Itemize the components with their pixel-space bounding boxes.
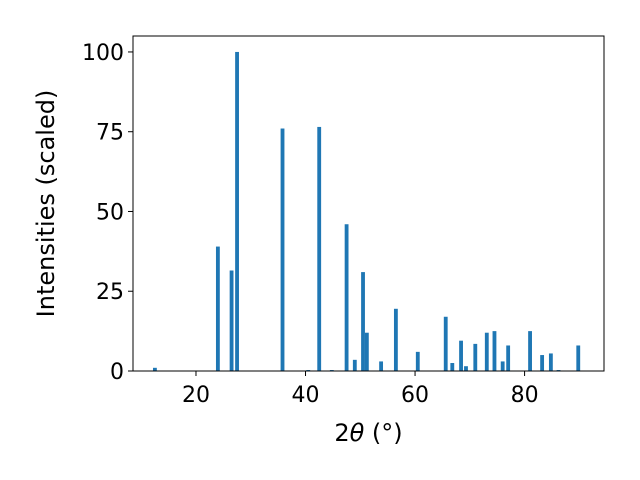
- bar-6: [317, 126, 322, 372]
- bar-2: [229, 270, 234, 371]
- x-tick-label-2: 60: [401, 383, 429, 408]
- bar-11: [364, 332, 369, 371]
- bar-13: [393, 308, 398, 371]
- x-axis-label-suffix: (°): [364, 419, 402, 447]
- bar-25: [540, 355, 545, 371]
- bar-8: [344, 224, 349, 371]
- bar-15: [443, 316, 448, 371]
- x-axis-label-theta: θ: [350, 419, 365, 447]
- bar-0: [152, 367, 157, 371]
- bar-28: [576, 345, 581, 371]
- y-tick-label-4: 100: [82, 41, 124, 66]
- y-axis-label: Intensities (scaled): [32, 90, 60, 318]
- bar-16: [450, 363, 455, 371]
- bar-3: [235, 51, 239, 371]
- bar-1: [215, 246, 220, 371]
- y-axis-ticks: 0 25 50 75 100: [82, 41, 133, 385]
- bar-19: [473, 343, 478, 371]
- y-tick-label-2: 50: [96, 200, 124, 225]
- bars-group: [152, 51, 581, 372]
- bar-17: [459, 340, 463, 371]
- bar-9: [352, 359, 357, 371]
- x-axis-ticks: 20 40 60 80: [182, 371, 539, 408]
- y-tick-label-3: 75: [96, 121, 124, 146]
- bar-14: [415, 351, 420, 371]
- x-axis-label-prefix: 2: [334, 419, 349, 447]
- bar-26: [548, 353, 553, 371]
- bar-12: [379, 361, 384, 371]
- bar-4: [280, 128, 285, 371]
- bar-20: [484, 332, 489, 371]
- bar-23: [506, 345, 511, 371]
- bar-24: [528, 331, 532, 371]
- bar-10: [361, 272, 365, 371]
- bar-21: [492, 331, 497, 371]
- x-axis-label: 2θ (°): [334, 419, 402, 447]
- bar-22: [500, 361, 505, 371]
- y-tick-label-1: 25: [96, 280, 124, 305]
- x-tick-label-1: 40: [292, 383, 320, 408]
- x-tick-label-0: 20: [182, 383, 210, 408]
- plot-frame: [132, 35, 605, 372]
- y-tick-label-0: 0: [110, 360, 124, 385]
- x-tick-label-3: 80: [511, 383, 539, 408]
- bar-18: [464, 366, 468, 371]
